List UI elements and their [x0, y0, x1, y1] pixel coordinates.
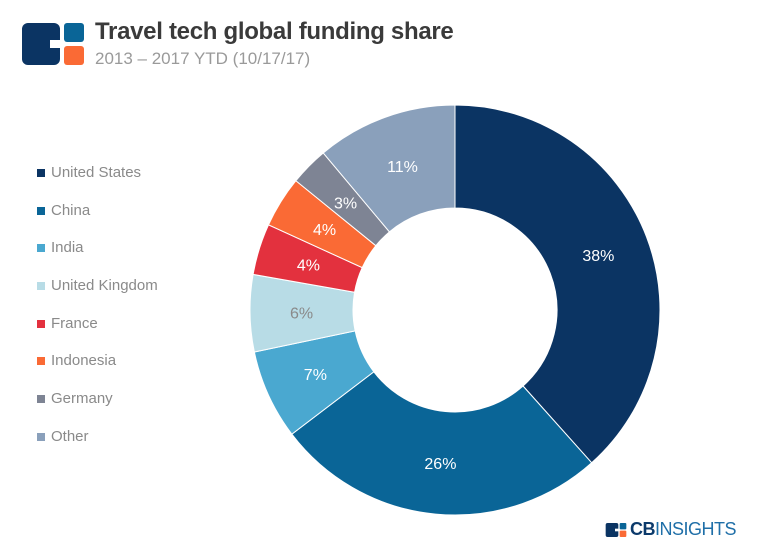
legend-swatch — [37, 357, 45, 366]
legend-item: Other — [37, 428, 158, 466]
legend-item: France — [37, 315, 158, 353]
cb-insights-logo — [22, 23, 84, 65]
cb-insights-brand-icon — [605, 522, 627, 537]
donut-slice-united-states — [454, 104, 661, 464]
legend-item: China — [37, 202, 158, 240]
legend: United States China India United Kingdom Fra… — [37, 164, 158, 466]
chart-subtitle: 2013 – 2017 YTD (10/17/17) — [95, 49, 311, 68]
brand-cb: CB — [630, 519, 656, 539]
data-label: 6% — [290, 305, 313, 322]
donut-slice-other — [322, 104, 456, 233]
chart-title: Travel tech global funding share — [95, 18, 454, 45]
legend-item: India — [37, 239, 158, 277]
legend-label: China — [51, 201, 91, 219]
legend-label: France — [51, 314, 98, 332]
legend-swatch — [37, 319, 45, 328]
legend-swatch — [37, 244, 45, 253]
data-label: 4% — [313, 222, 336, 239]
legend-item: Indonesia — [37, 352, 158, 390]
legend-label: Other — [51, 427, 89, 445]
legend-swatch — [37, 432, 45, 441]
data-label: 26% — [424, 456, 456, 473]
data-label: 38% — [582, 248, 614, 265]
legend-item: Germany — [37, 390, 158, 428]
donut-slice-china — [291, 371, 593, 516]
legend-label: India — [51, 239, 84, 257]
data-label: 3% — [334, 195, 357, 212]
legend-swatch — [37, 282, 45, 291]
legend-label: United Kingdom — [51, 277, 158, 295]
legend-swatch — [37, 206, 45, 215]
legend-swatch — [37, 169, 45, 177]
legend-item: United States — [37, 164, 158, 202]
data-label: 11% — [387, 159, 418, 176]
data-label: 7% — [304, 367, 327, 384]
legend-label: United States — [51, 164, 142, 181]
legend-swatch — [37, 395, 45, 404]
cb-insights-brand: CBINSIGHTS — [605, 519, 737, 540]
legend-label: Germany — [51, 390, 113, 408]
brand-insights: INSIGHTS — [655, 519, 737, 539]
data-label: 4% — [297, 257, 320, 274]
legend-label: Indonesia — [51, 352, 117, 370]
legend-item: United Kingdom — [37, 277, 158, 315]
